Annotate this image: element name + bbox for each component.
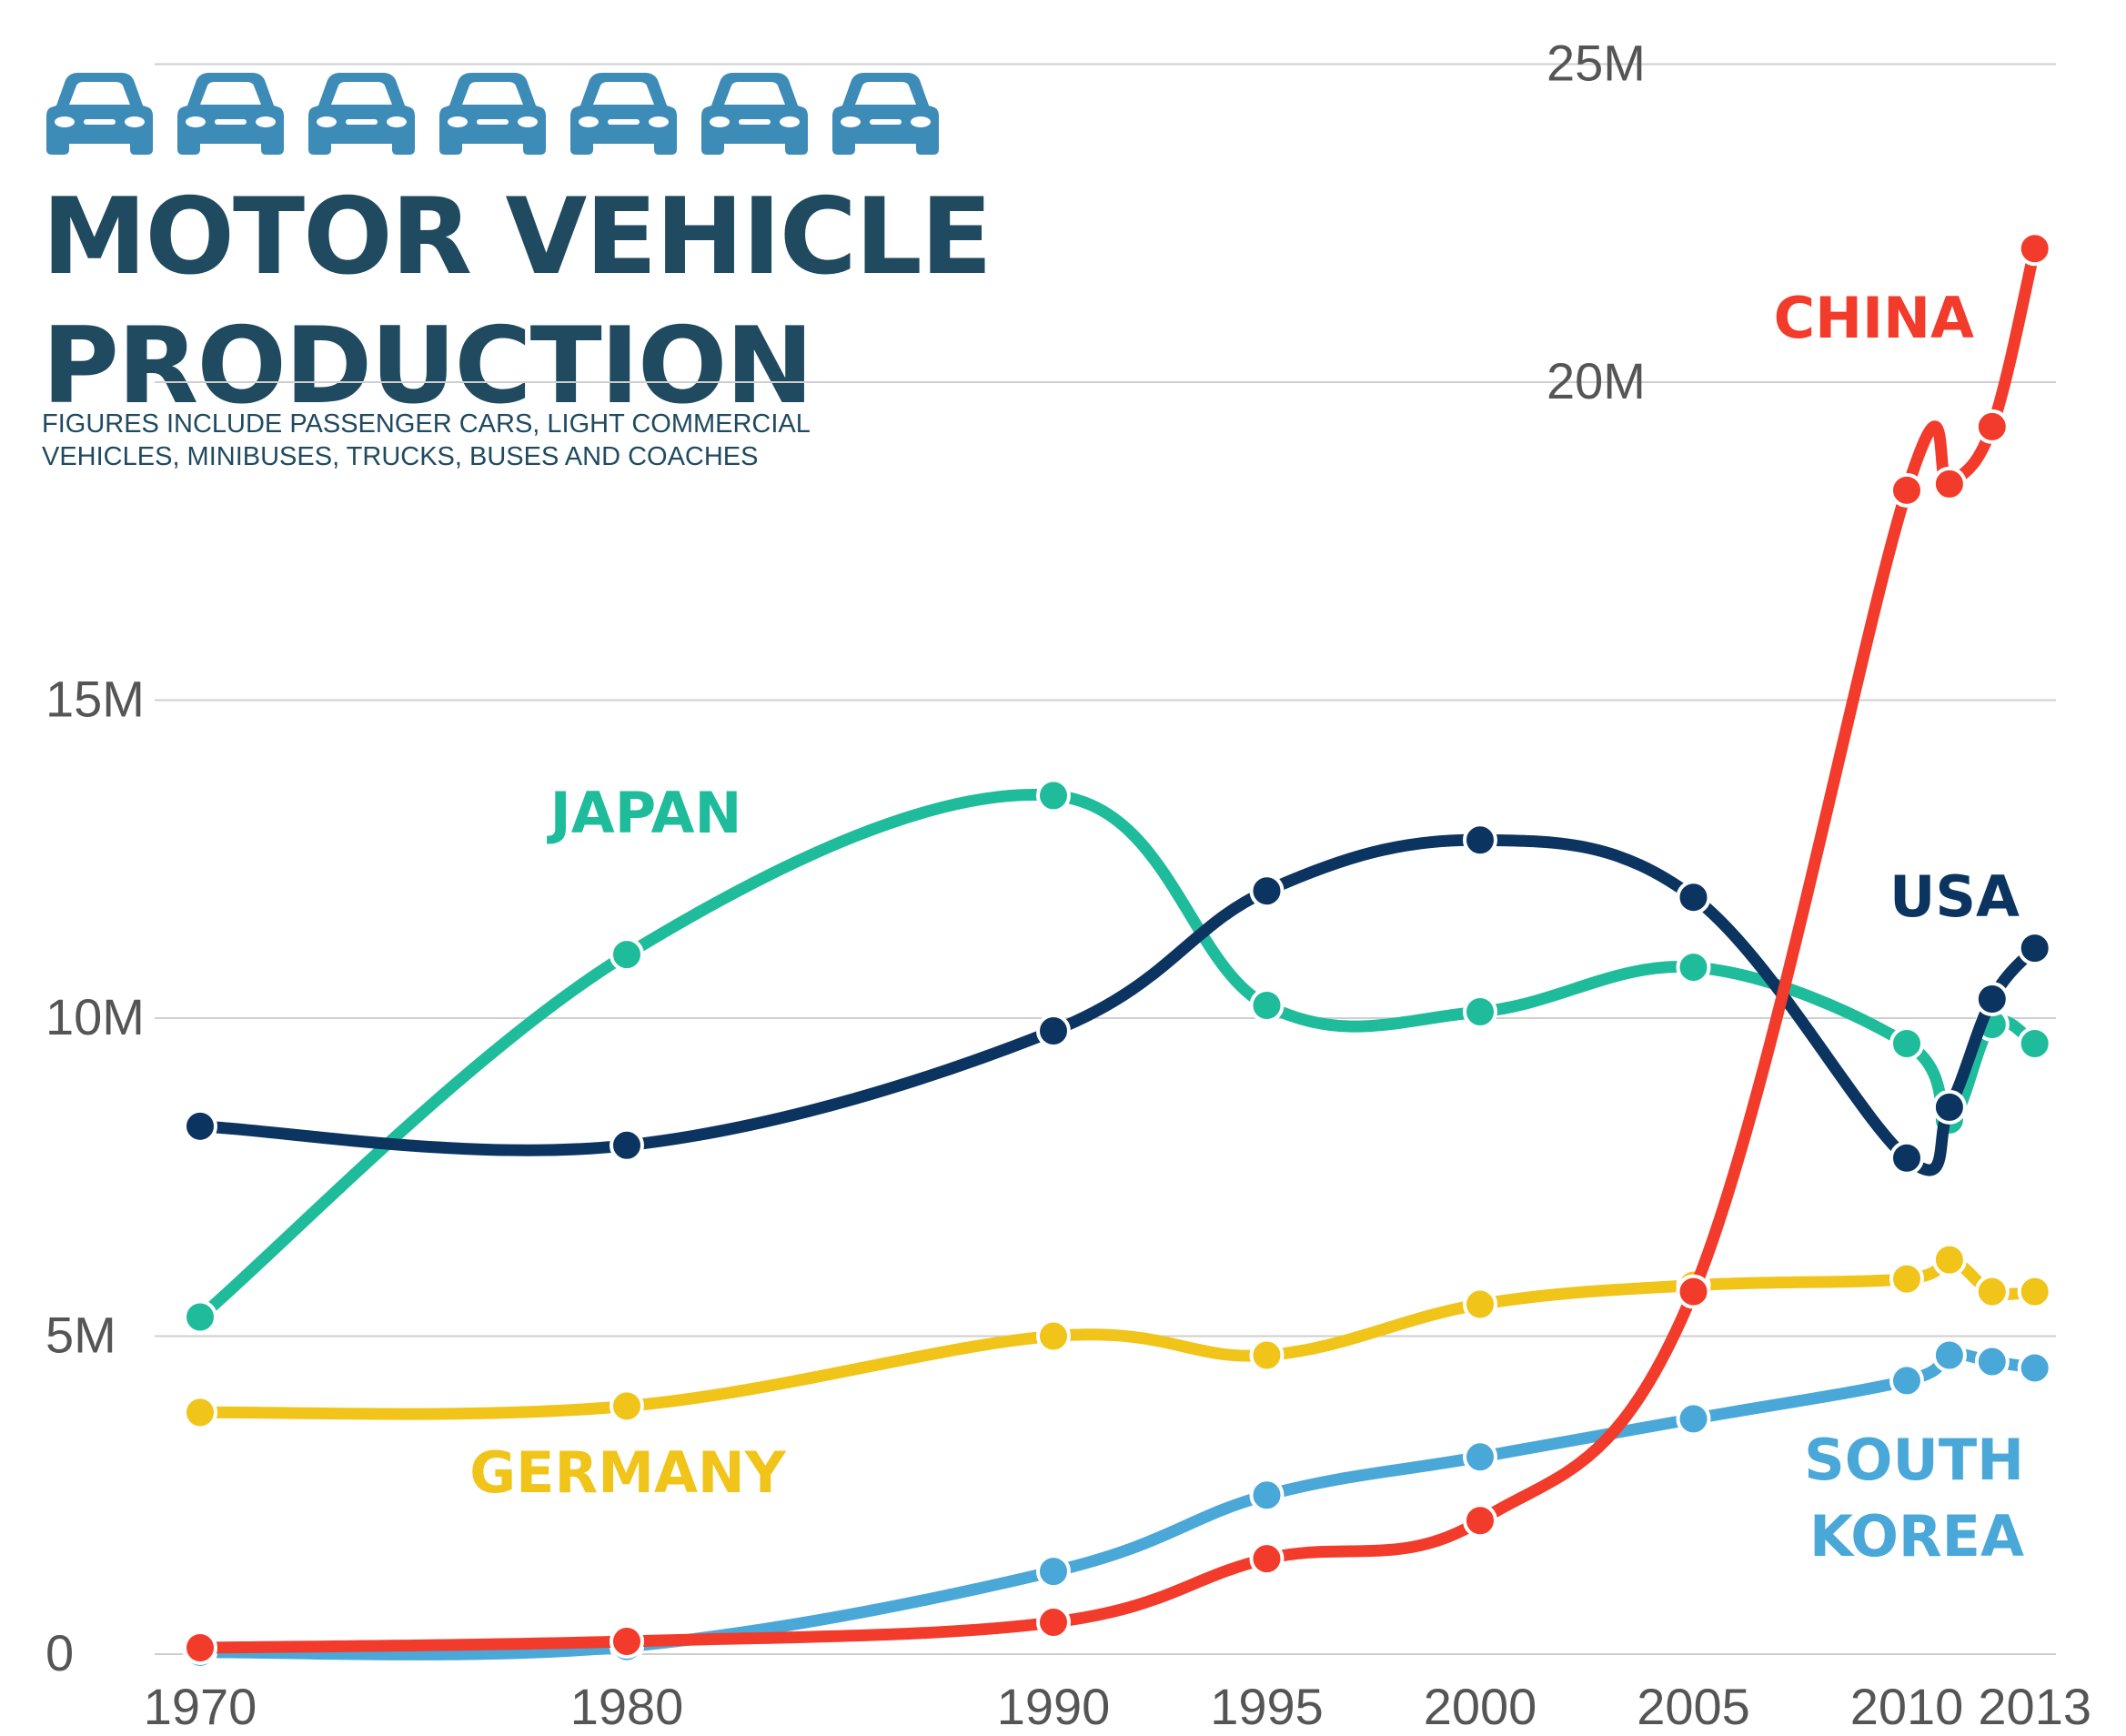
data-point-china xyxy=(1974,409,2010,444)
x-tick-label: 2013 xyxy=(1978,1678,2091,1735)
x-tick-label: 2010 xyxy=(1850,1678,1964,1735)
data-point-china xyxy=(1931,466,1967,501)
series-label-japan: JAPAN xyxy=(547,780,742,846)
y-tick-label: 25M xyxy=(1547,35,1646,92)
data-point-japan xyxy=(610,937,644,973)
data-point-germany xyxy=(1036,1318,1071,1354)
x-axis-ticks: 1970 1980 1990 1995 2000 2005 2010 2013 xyxy=(144,1678,2091,1735)
data-point-china xyxy=(1249,1541,1285,1577)
data-point-china xyxy=(610,1624,644,1660)
y-axis-ticks: 0 5M 10M 15M 20M 25M xyxy=(45,35,1646,1682)
data-point-china xyxy=(183,1630,217,1666)
data-point-japan xyxy=(2017,1025,2052,1061)
title-line-1: MOTOR VEHICLE xyxy=(42,176,992,298)
series-china xyxy=(183,231,2052,1666)
y-tick-label: 10M xyxy=(45,988,145,1045)
car-icon xyxy=(439,73,546,155)
car-icon xyxy=(570,73,677,155)
data-point-germany xyxy=(2017,1274,2052,1309)
x-tick-label: 2000 xyxy=(1424,1678,1537,1735)
x-tick-label: 1970 xyxy=(144,1678,257,1735)
data-point-south-korea xyxy=(1974,1344,2010,1379)
y-tick-label: 5M xyxy=(45,1307,116,1364)
data-point-china xyxy=(1889,472,1924,508)
data-point-germany xyxy=(1889,1261,1924,1297)
data-point-usa xyxy=(1249,873,1285,909)
data-point-usa xyxy=(1036,1013,1071,1048)
data-point-germany xyxy=(1931,1242,1967,1277)
car-icon xyxy=(701,73,808,155)
y-tick-label: 20M xyxy=(1547,352,1646,409)
data-point-usa xyxy=(183,1108,217,1144)
data-point-usa xyxy=(610,1127,644,1163)
data-point-japan xyxy=(1889,1025,1924,1061)
series-label-usa: USA xyxy=(1889,863,2020,930)
data-point-south-korea xyxy=(1463,1439,1497,1475)
car-icon xyxy=(177,73,284,155)
y-tick-label: 0 xyxy=(45,1624,74,1681)
data-point-south-korea xyxy=(1931,1337,1967,1373)
data-point-japan xyxy=(1676,950,1711,985)
car-icon-row xyxy=(44,67,942,158)
series-south-korea xyxy=(183,1337,2052,1670)
title-line-2: PRODUCTION xyxy=(42,305,814,428)
car-icon xyxy=(308,73,415,155)
data-point-usa xyxy=(1931,1089,1967,1125)
data-point-japan xyxy=(1249,988,1285,1024)
data-point-usa xyxy=(1889,1140,1924,1176)
data-point-china xyxy=(1463,1503,1497,1539)
series-label-south-korea: SOUTH xyxy=(1804,1427,2024,1493)
data-point-germany xyxy=(1974,1274,2010,1309)
data-point-south-korea xyxy=(2017,1350,2052,1386)
subtitle-line-1: FIGURES INCLUDE PASSENGER CARS, LIGHT CO… xyxy=(42,409,811,439)
y-tick-label: 15M xyxy=(45,671,145,728)
x-tick-label: 1990 xyxy=(997,1678,1111,1735)
subtitle: FIGURES INCLUDE PASSENGER CARS, LIGHT CO… xyxy=(42,408,811,473)
data-point-china xyxy=(2017,231,2052,267)
data-point-south-korea xyxy=(1036,1554,1071,1590)
series-label-china: CHINA xyxy=(1774,285,1974,351)
series-line-usa xyxy=(194,833,2041,1176)
series-label-south-korea: KOREA xyxy=(1809,1503,2024,1569)
data-point-germany xyxy=(1249,1337,1285,1373)
data-point-south-korea xyxy=(1249,1478,1285,1513)
data-point-usa xyxy=(1676,880,1711,915)
data-point-germany xyxy=(1463,1287,1497,1322)
data-point-south-korea xyxy=(1676,1401,1711,1437)
x-tick-label: 1995 xyxy=(1210,1678,1324,1735)
page-title: MOTOR VEHICLE PRODUCTION xyxy=(42,173,992,431)
series-line-japan xyxy=(194,789,2041,1324)
data-point-germany xyxy=(183,1395,217,1430)
car-icon xyxy=(46,73,153,155)
data-point-china xyxy=(1676,1274,1711,1309)
data-point-japan xyxy=(183,1299,217,1335)
data-point-japan xyxy=(1463,994,1497,1030)
data-point-japan xyxy=(1036,778,1071,813)
subtitle-line-2: VEHICLES, MINIBUSES, TRUCKS, BUSES AND C… xyxy=(42,442,759,471)
data-point-usa xyxy=(2017,931,2052,966)
data-point-germany xyxy=(610,1388,644,1424)
series-label-germany: GERMANY xyxy=(469,1439,787,1506)
car-icon xyxy=(832,73,939,155)
data-point-usa xyxy=(1463,823,1497,858)
series-group xyxy=(183,231,2052,1670)
x-tick-label: 2005 xyxy=(1637,1678,1750,1735)
x-tick-label: 1980 xyxy=(570,1678,684,1735)
series-usa xyxy=(183,823,2052,1176)
series-line-china xyxy=(194,242,2041,1654)
series-labels: JAPAN USA GERMANY SOUTH KOREA CHINA xyxy=(469,285,2024,1569)
data-point-usa xyxy=(1974,982,2010,1017)
data-point-china xyxy=(1036,1605,1071,1640)
data-point-south-korea xyxy=(1889,1363,1924,1398)
